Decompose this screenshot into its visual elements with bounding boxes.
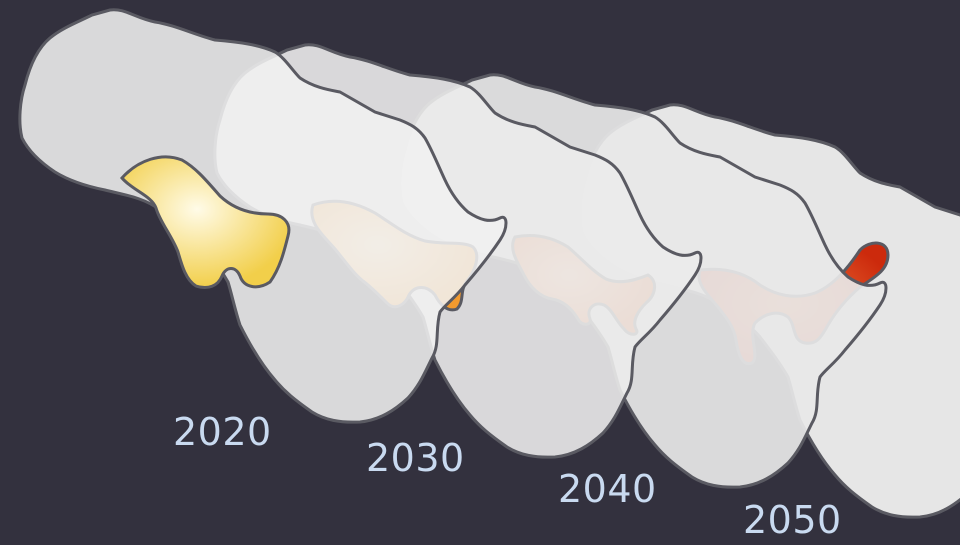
africa-map-2020 [18,8,508,424]
year-label-2050: 2050 [743,498,842,542]
region-2020 [120,155,291,290]
year-label-2020: 2020 [173,410,272,454]
year-label-2030: 2030 [366,436,465,480]
year-label-2040: 2040 [558,467,657,511]
